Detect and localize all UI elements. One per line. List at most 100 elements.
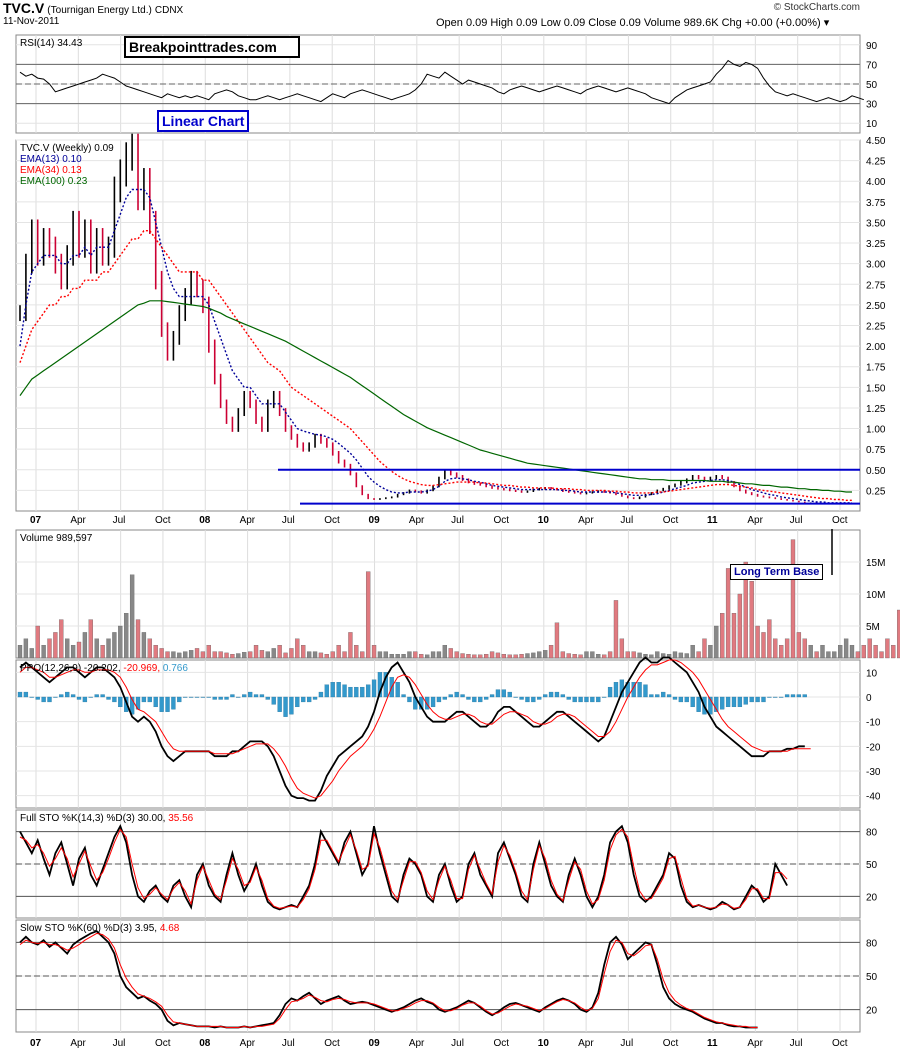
- ppo-histogram-bar: [212, 696, 217, 700]
- volume-bar: [690, 645, 695, 659]
- volume-bar: [76, 641, 82, 659]
- ppo-histogram-bar: [23, 691, 29, 698]
- ppo-histogram-bar: [655, 694, 660, 698]
- x-tick-label: Jul: [790, 515, 803, 526]
- ppo-histogram-bar: [784, 694, 790, 698]
- ppo-histogram-bar: [773, 696, 778, 698]
- y-tick-label: 1.25: [866, 404, 886, 415]
- y-tick-label: -10: [866, 718, 881, 729]
- volume-bar: [554, 622, 560, 659]
- ppo-histogram-bar: [153, 696, 158, 708]
- legend-ema100: EMA(100) 0.23: [20, 176, 88, 187]
- y-tick-label: 50: [866, 860, 878, 871]
- ppo-histogram-bar: [602, 696, 607, 698]
- slow_sto-k-line: [19, 930, 758, 1029]
- y-tick-label: 2.50: [866, 301, 886, 312]
- volume-bar: [171, 651, 176, 659]
- volume-bar: [543, 650, 548, 659]
- volume-bar: [59, 619, 64, 659]
- volume-bar: [873, 645, 878, 659]
- y-tick-label: 5M: [866, 622, 880, 633]
- full_sto-d-value: 35.56: [168, 813, 193, 824]
- ppo-histogram-bar: [206, 696, 211, 698]
- x-tick-label: Oct: [663, 1038, 679, 1049]
- volume-bar: [88, 619, 93, 659]
- volume-bar: [448, 648, 453, 659]
- ppo-histogram-bar: [731, 696, 737, 708]
- y-tick-label: 0: [866, 693, 872, 704]
- volume-bar: [135, 619, 141, 659]
- volume-bar: [513, 654, 518, 659]
- volume-bar: [159, 648, 164, 659]
- y-tick-label: 20: [866, 1006, 878, 1017]
- ppo-histogram-bar: [566, 696, 571, 700]
- volume-bar: [330, 651, 335, 659]
- ppo-histogram-bar: [749, 696, 754, 703]
- y-tick-label: 15M: [866, 558, 885, 569]
- volume-bar: [419, 654, 424, 659]
- ppo-histogram-bar: [696, 696, 701, 712]
- ppo-signal-value: -20.969,: [123, 663, 162, 674]
- volume-bar: [354, 645, 359, 659]
- volume-bar: [784, 638, 790, 659]
- volume-bar: [82, 632, 88, 659]
- ppo-histogram-bar: [442, 696, 448, 700]
- ppo-histogram-bar: [761, 696, 766, 703]
- volume-bar: [720, 613, 725, 659]
- volume-bar: [118, 625, 123, 659]
- y-tick-label: 0.50: [866, 466, 886, 477]
- volume-bar: [696, 651, 701, 659]
- volume-bar: [460, 653, 465, 659]
- panel-title: Volume 989,597: [20, 533, 93, 544]
- volume-bar: [814, 651, 819, 659]
- ppo-histogram-bar: [100, 694, 105, 698]
- volume-bar: [891, 645, 896, 659]
- volume-bar: [596, 654, 601, 659]
- ppo-histogram-bar: [401, 694, 406, 698]
- volume-bar: [247, 651, 253, 659]
- ppo-histogram-bar: [183, 696, 188, 698]
- ppo-histogram-bar: [124, 696, 129, 712]
- ppo-histogram-bar: [501, 689, 507, 698]
- y-tick-label: 2.25: [866, 322, 886, 333]
- x-tick-label: Apr: [578, 1038, 594, 1049]
- volume-bar: [531, 652, 536, 659]
- ppo-histogram-bar: [407, 696, 412, 703]
- x-tick-label: Apr: [70, 1038, 86, 1049]
- ppo-histogram-bar: [247, 691, 253, 698]
- volume-bar: [188, 650, 194, 659]
- volume-bar: [832, 651, 837, 659]
- x-tick-label: Jul: [451, 1038, 464, 1049]
- ppo-histogram-bar: [271, 696, 276, 705]
- legend-ema13: EMA(13) 0.10: [20, 154, 82, 165]
- volume-bar: [112, 632, 117, 659]
- x-tick-label: Apr: [578, 515, 594, 526]
- ppo-histogram-bar: [596, 696, 601, 703]
- ppo-histogram-bar: [578, 696, 583, 703]
- volume-bar: [525, 653, 530, 659]
- x-tick-label: 09: [369, 515, 381, 526]
- volume-bar: [242, 652, 247, 659]
- volume-bar: [407, 651, 412, 659]
- ppo-histogram-bar: [678, 696, 684, 703]
- ppo-histogram-bar: [324, 684, 329, 698]
- volume-bar: [183, 651, 188, 659]
- x-tick-label: Oct: [663, 515, 679, 526]
- ppo-histogram-bar: [371, 679, 377, 698]
- legend-ema34: EMA(34) 0.13: [20, 165, 82, 176]
- volume-bar: [200, 651, 206, 659]
- ppo-histogram-bar: [478, 696, 483, 703]
- ppo-histogram-bar: [129, 696, 135, 715]
- volume-bar: [714, 625, 719, 659]
- volume-bar: [53, 632, 58, 659]
- panel-title: Full STO %K(14,3) %D(3) 30.00, 35.56: [20, 813, 194, 824]
- volume-bar: [519, 654, 524, 659]
- ppo-histogram-bar: [790, 694, 796, 698]
- ppo-signal-line: [19, 659, 811, 799]
- ppo-histogram-bar: [584, 696, 589, 703]
- volume-bar: [401, 654, 406, 659]
- volume-bar: [560, 651, 566, 659]
- volume-bar: [147, 638, 152, 659]
- y-tick-label: 70: [866, 60, 878, 71]
- ppo-histogram-bar: [672, 696, 678, 700]
